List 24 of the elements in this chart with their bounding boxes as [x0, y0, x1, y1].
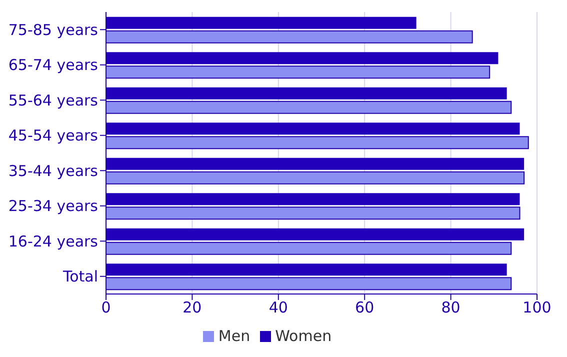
bar	[106, 193, 520, 206]
y-tick-label: 25-34 years	[8, 197, 98, 216]
y-tick-label: 35-44 years	[8, 162, 98, 180]
y-tick-label: 75-85 years	[8, 20, 98, 39]
bar	[106, 264, 507, 276]
bar	[106, 122, 520, 135]
bar	[106, 158, 524, 170]
y-tick-label: 45-54 years	[8, 126, 98, 145]
y-tick-label: 16-24 years	[8, 232, 98, 250]
x-tick-label: 0	[101, 298, 111, 317]
legend-label: Women	[275, 327, 332, 345]
x-tick-label: 40	[268, 298, 288, 317]
x-tick-label: 60	[355, 298, 374, 317]
x-tick-label: 100	[522, 298, 552, 317]
bar	[106, 16, 416, 29]
y-tick-label: 65-74 years	[8, 56, 98, 74]
bar	[106, 228, 524, 240]
y-tick-label: Total	[62, 268, 98, 286]
x-tick-label: 80	[441, 298, 460, 317]
x-tick-label: 20	[182, 298, 202, 317]
bar	[106, 87, 507, 100]
bar	[106, 52, 498, 64]
y-tick-label: 55-64 years	[8, 91, 98, 110]
legend-label: Men	[218, 327, 250, 345]
